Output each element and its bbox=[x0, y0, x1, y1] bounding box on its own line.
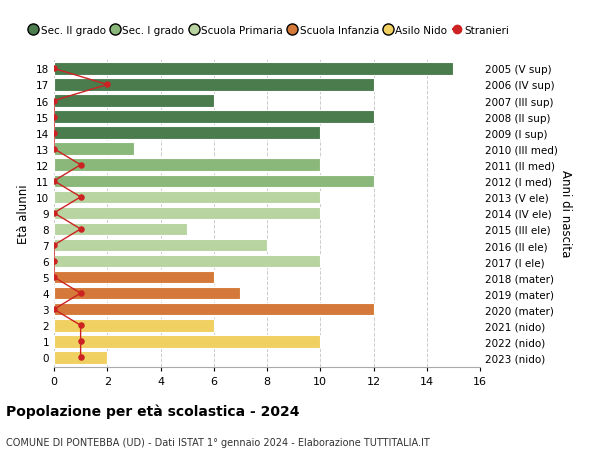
Bar bbox=[54, 319, 214, 332]
Bar bbox=[54, 159, 320, 172]
Bar bbox=[54, 175, 373, 188]
Text: COMUNE DI PONTEBBA (UD) - Dati ISTAT 1° gennaio 2024 - Elaborazione TUTTITALIA.I: COMUNE DI PONTEBBA (UD) - Dati ISTAT 1° … bbox=[6, 437, 430, 447]
Point bbox=[49, 146, 59, 153]
Point bbox=[49, 274, 59, 281]
Bar bbox=[54, 63, 454, 76]
Point bbox=[103, 82, 112, 89]
Text: Popolazione per età scolastica - 2024: Popolazione per età scolastica - 2024 bbox=[6, 404, 299, 419]
Bar bbox=[54, 111, 373, 123]
Point bbox=[49, 258, 59, 265]
Point bbox=[49, 66, 59, 73]
Point bbox=[49, 242, 59, 249]
Bar bbox=[54, 336, 320, 348]
Bar bbox=[54, 143, 134, 156]
Point bbox=[49, 306, 59, 313]
Point bbox=[76, 290, 85, 297]
Bar bbox=[54, 255, 320, 268]
Bar bbox=[54, 351, 107, 364]
Point bbox=[49, 114, 59, 121]
Point bbox=[76, 162, 85, 169]
Point bbox=[49, 98, 59, 105]
Bar bbox=[54, 79, 373, 91]
Point bbox=[49, 130, 59, 137]
Y-axis label: Età alunni: Età alunni bbox=[17, 184, 31, 243]
Bar bbox=[54, 303, 373, 316]
Point bbox=[76, 194, 85, 201]
Y-axis label: Anni di nascita: Anni di nascita bbox=[559, 170, 572, 257]
Legend: Sec. II grado, Sec. I grado, Scuola Primaria, Scuola Infanzia, Asilo Nido, Stran: Sec. II grado, Sec. I grado, Scuola Prim… bbox=[25, 22, 513, 40]
Bar bbox=[54, 207, 320, 220]
Point bbox=[49, 178, 59, 185]
Point bbox=[76, 338, 85, 345]
Point bbox=[76, 226, 85, 233]
Bar bbox=[54, 127, 320, 140]
Point bbox=[76, 354, 85, 361]
Bar bbox=[54, 191, 320, 204]
Bar bbox=[54, 287, 241, 300]
Bar bbox=[54, 271, 214, 284]
Bar bbox=[54, 239, 267, 252]
Bar bbox=[54, 95, 214, 107]
Point bbox=[76, 322, 85, 329]
Point bbox=[49, 210, 59, 217]
Bar bbox=[54, 223, 187, 236]
